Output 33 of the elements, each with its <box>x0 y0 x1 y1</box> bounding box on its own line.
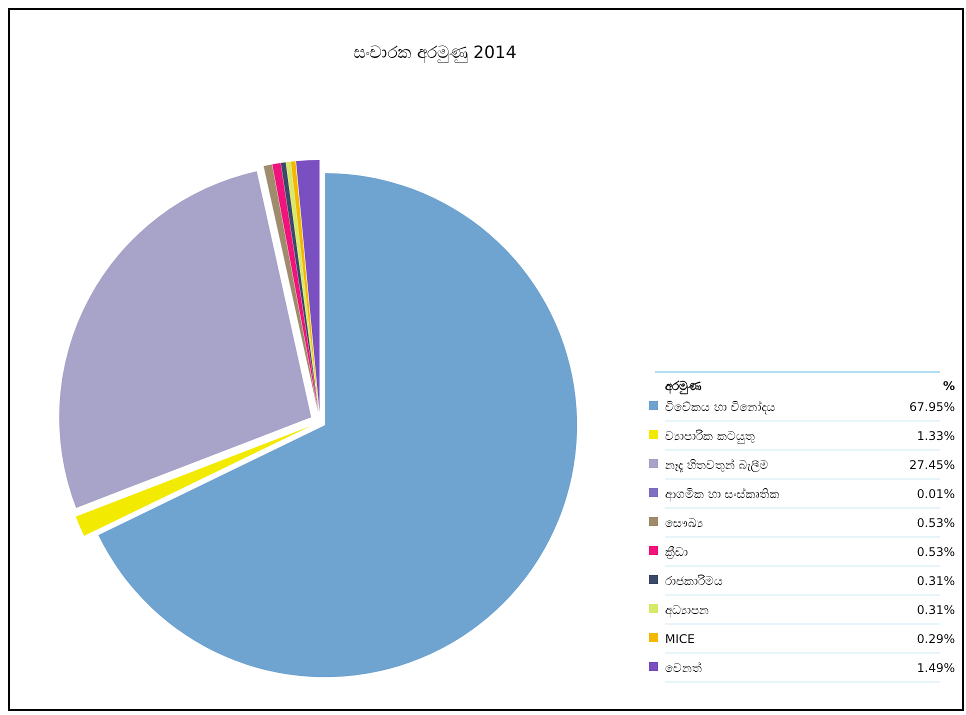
data-label: 1.33% <box>916 429 955 443</box>
legend-item: රාජකාරිමය 0.31% <box>649 574 955 588</box>
legend-item: සෞඛ්‍ය 0.53% <box>649 516 955 530</box>
legend-label: ව්‍යාපාරික කටයුතු <box>665 429 755 444</box>
data-label: 1.49% <box>916 661 955 675</box>
data-label: 0.31% <box>916 603 955 617</box>
legend-label: රාජකාරිමය <box>665 574 723 588</box>
legend-label: විවේකය හා විනෝදය <box>665 400 776 414</box>
legend-label: ක්‍රීඩා <box>665 545 688 559</box>
legend-label: සෞඛ්‍ය <box>665 516 703 530</box>
data-label: 0.31% <box>916 574 955 588</box>
chart-title: සංචාරක අරමුණු 2014 <box>353 43 517 64</box>
legend-title: අරමුණ <box>665 379 702 395</box>
legend-item: ආගමික හා සංස්කෘතික 0.01% <box>649 487 955 501</box>
legend-item: ක්‍රීඩා 0.53% <box>649 545 955 559</box>
data-label: 0.01% <box>916 487 955 501</box>
data-label: 0.53% <box>916 516 955 530</box>
legend-label: MICE <box>665 632 695 646</box>
legend-item: විවේකය හා විනෝදය 67.95% <box>649 400 955 414</box>
legend-label: අධ්‍යාපන <box>665 603 709 618</box>
legend-label: නෑදෑ හිතවතුන් බැලීම <box>665 458 769 473</box>
data-label: 0.29% <box>916 632 955 646</box>
legend-label: ආගමික හා සංස්කෘතික <box>665 487 780 502</box>
legend-item: වෙනත් 1.49% <box>649 661 955 675</box>
data-label: 67.95% <box>909 400 955 414</box>
legend-item: අධ්‍යාපන 0.31% <box>649 603 955 617</box>
legend-item: ව්‍යාපාරික කටයුතු 1.33% <box>649 429 955 443</box>
legend-item: නෑදෑ හිතවතුන් බැලීම 27.45% <box>649 458 955 472</box>
legend-label: වෙනත් <box>665 661 702 675</box>
data-label: 27.45% <box>909 458 955 472</box>
text: % <box>942 379 955 393</box>
data-label: 0.53% <box>916 545 955 559</box>
legend-item: MICE 0.29% <box>649 632 955 646</box>
